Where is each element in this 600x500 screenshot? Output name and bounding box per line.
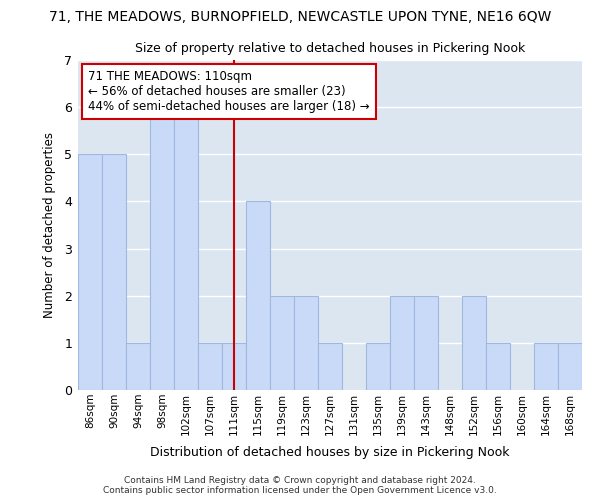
Text: Contains HM Land Registry data © Crown copyright and database right 2024.
Contai: Contains HM Land Registry data © Crown c… — [103, 476, 497, 495]
Bar — [318, 343, 342, 390]
X-axis label: Distribution of detached houses by size in Pickering Nook: Distribution of detached houses by size … — [150, 446, 510, 459]
Bar — [126, 343, 150, 390]
Bar — [390, 296, 414, 390]
Bar — [366, 343, 390, 390]
Bar — [534, 343, 558, 390]
Bar — [270, 296, 294, 390]
Bar — [246, 202, 270, 390]
Bar — [150, 107, 174, 390]
Text: 71 THE MEADOWS: 110sqm
← 56% of detached houses are smaller (23)
44% of semi-det: 71 THE MEADOWS: 110sqm ← 56% of detached… — [88, 70, 370, 113]
Bar — [462, 296, 486, 390]
Title: Size of property relative to detached houses in Pickering Nook: Size of property relative to detached ho… — [135, 42, 525, 54]
Bar — [198, 343, 222, 390]
Bar — [222, 343, 246, 390]
Bar — [102, 154, 126, 390]
Bar — [558, 343, 582, 390]
Bar — [78, 154, 102, 390]
Y-axis label: Number of detached properties: Number of detached properties — [43, 132, 56, 318]
Bar — [294, 296, 318, 390]
Text: 71, THE MEADOWS, BURNOPFIELD, NEWCASTLE UPON TYNE, NE16 6QW: 71, THE MEADOWS, BURNOPFIELD, NEWCASTLE … — [49, 10, 551, 24]
Bar — [174, 107, 198, 390]
Bar — [414, 296, 438, 390]
Bar — [486, 343, 510, 390]
